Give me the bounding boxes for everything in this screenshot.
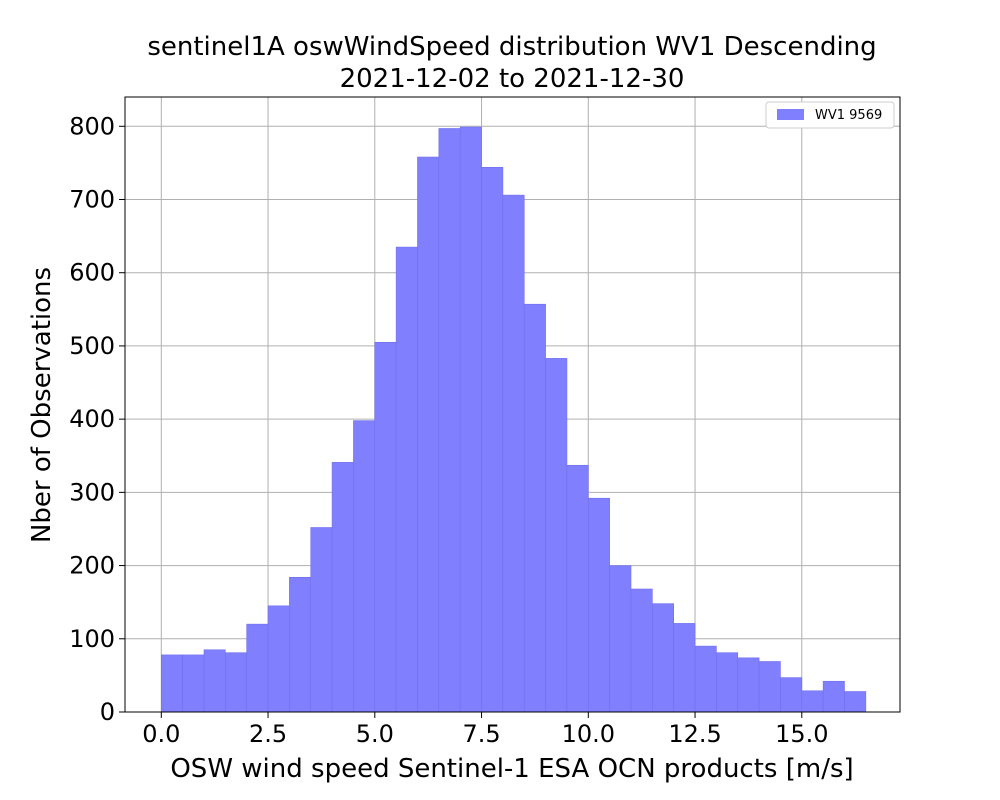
y-tick-label: 800 xyxy=(69,112,115,140)
histogram-bar xyxy=(566,464,589,713)
y-tick-label: 200 xyxy=(69,552,115,580)
y-tick-label: 100 xyxy=(69,625,115,653)
legend-box xyxy=(765,101,895,129)
chart-title-line1: sentinel1A oswWindSpeed distribution WV1… xyxy=(147,32,876,62)
plot-frame xyxy=(124,96,901,713)
x-tick-label: 2.5 xyxy=(249,720,287,748)
histogram-bar xyxy=(374,341,397,713)
x-axis-ticks: 0.0 2.5 5.0 7.5 10.0 12.5 15.0 xyxy=(142,712,829,748)
histogram-bar xyxy=(289,576,312,713)
y-tick-label: 400 xyxy=(69,405,115,433)
histogram-bar xyxy=(673,623,696,713)
histogram-bars xyxy=(160,126,867,713)
histogram-bar xyxy=(716,652,739,713)
histogram-bar xyxy=(694,645,717,713)
histogram-bar xyxy=(203,649,226,713)
histogram-bar xyxy=(587,497,610,713)
chart-title-line2: 2021-12-02 to 2021-12-30 xyxy=(340,64,685,94)
histogram-bar xyxy=(310,527,333,713)
x-tick-label: 12.5 xyxy=(668,720,721,748)
histogram-bar xyxy=(438,128,461,713)
y-axis-ticks: 0 100 200 300 400 500 600 700 800 xyxy=(69,112,125,726)
legend-label: WV1 9569 xyxy=(815,108,882,123)
histogram-bar xyxy=(801,690,824,713)
histogram-bar xyxy=(182,654,205,713)
histogram-bar xyxy=(353,420,376,713)
histogram-bar xyxy=(523,303,546,713)
legend-swatch xyxy=(777,109,804,120)
y-tick-label: 600 xyxy=(69,259,115,287)
histogram-bar xyxy=(417,156,440,713)
histogram-bar xyxy=(481,166,504,713)
histogram-bar xyxy=(502,194,525,713)
histogram-bar xyxy=(267,605,290,713)
x-tick-label: 7.5 xyxy=(462,720,500,748)
y-tick-label: 700 xyxy=(69,186,115,214)
x-tick-label: 5.0 xyxy=(356,720,394,748)
legend: WV1 9569 xyxy=(765,101,895,129)
y-tick-label: 500 xyxy=(69,332,115,360)
y-tick-label: 0 xyxy=(100,698,115,726)
histogram-bar xyxy=(459,126,482,713)
x-tick-label: 10.0 xyxy=(562,720,615,748)
histogram-bar xyxy=(395,246,418,713)
histogram-bar xyxy=(822,680,845,713)
histogram-bar xyxy=(780,677,803,713)
histogram-bar xyxy=(246,623,269,713)
histogram-bar xyxy=(545,358,568,713)
histogram-bar xyxy=(160,654,183,713)
y-tick-label: 300 xyxy=(69,478,115,506)
histogram-bar xyxy=(737,657,760,713)
x-tick-label: 15.0 xyxy=(775,720,828,748)
histogram-bar xyxy=(331,462,354,713)
histogram-bar xyxy=(609,565,632,713)
histogram-bar xyxy=(844,691,867,713)
y-axis-label: Nber of Observations xyxy=(27,267,57,543)
x-axis-label: OSW wind speed Sentinel-1 ESA OCN produc… xyxy=(170,754,853,784)
histogram-bar xyxy=(630,588,653,713)
histogram-bar xyxy=(652,603,674,713)
x-tick-label: 0.0 xyxy=(142,720,180,748)
histogram-bar xyxy=(758,661,781,713)
histogram-bar xyxy=(225,652,247,713)
